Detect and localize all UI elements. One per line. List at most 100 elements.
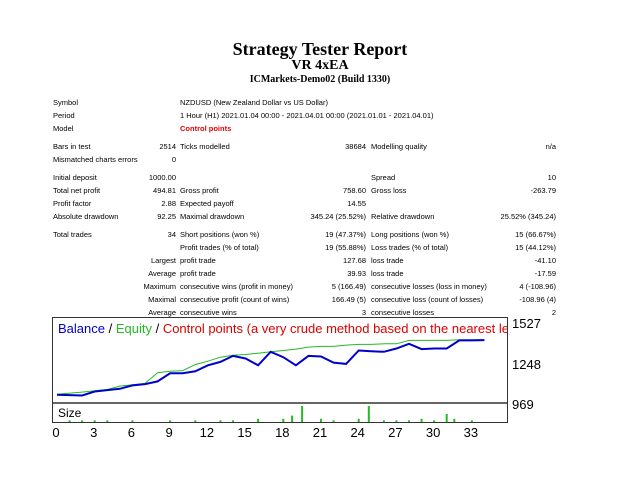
gross-profit-value: 758.60 (343, 186, 366, 195)
series-line-balance (56, 339, 485, 397)
size-bar (382, 420, 385, 422)
bars-label: Bars in test (53, 142, 91, 151)
size-bar (131, 420, 134, 422)
net-profit-value: 494.81 (153, 186, 176, 195)
size-bar (332, 420, 335, 422)
size-bar (106, 420, 109, 422)
size-bar (395, 420, 398, 422)
x-tick-label: 0 (52, 425, 60, 440)
maximal-label: Maximal (148, 295, 176, 304)
average-label: Average (148, 269, 176, 278)
maximal-drawdown-label: Maximal drawdown (180, 212, 245, 221)
size-bar (301, 406, 304, 422)
size-bar (169, 420, 172, 422)
total-trades-value: 34 (167, 230, 176, 239)
maximal-cons-loss-label: consecutive loss (count of losses) (371, 295, 484, 304)
max-cons-losses-label: consecutive losses (loss in money) (371, 282, 487, 291)
largest-profit-value: 127.68 (343, 256, 366, 265)
largest-profit-label: profit trade (180, 256, 216, 265)
net-profit-label: Total net profit (53, 186, 101, 195)
size-bar (420, 418, 423, 422)
size-bar (93, 420, 96, 422)
absolute-drawdown-label: Absolute drawdown (53, 212, 119, 221)
quality-value: n/a (545, 142, 556, 151)
chart-plot (53, 339, 507, 422)
model-label: Model (53, 124, 74, 133)
x-tick-label: 12 (199, 425, 215, 440)
x-tick-label: 9 (165, 425, 173, 440)
deposit-label: Initial deposit (53, 173, 97, 182)
max-cons-wins-value: 5 (166.49) (331, 282, 366, 291)
y-tick-label: 969 (512, 397, 534, 412)
maximum-label: Maximum (143, 282, 176, 291)
report-title: Strategy Tester Report (232, 39, 408, 59)
gross-loss-value: -263.79 (530, 186, 556, 195)
size-bar (357, 418, 360, 422)
largest-loss-label: loss trade (371, 256, 404, 265)
profit-factor-label: Profit factor (53, 199, 92, 208)
quality-label: Modelling quality (371, 142, 427, 151)
x-tick-label: 15 (237, 425, 252, 440)
deposit-value: 1000.00 (148, 173, 176, 182)
maximal-cons-profit-label: consecutive profit (count of wins) (180, 295, 290, 304)
x-tick-label: 30 (425, 425, 441, 440)
avg-cons-wins-value: 3 (361, 308, 366, 317)
size-bar (453, 418, 456, 422)
legend-control-points: Control points (a very crude method base… (162, 321, 508, 336)
relative-drawdown-label: Relative drawdown (371, 212, 435, 221)
size-bar (367, 406, 370, 422)
largest-loss-value: -41.10 (534, 256, 556, 265)
size-bar (433, 420, 436, 422)
x-tick-label: 24 (350, 425, 365, 440)
profit-trades-value: 19 (55.88%) (325, 243, 366, 252)
size-bar (81, 420, 84, 422)
y-tick-label: 1248 (512, 357, 541, 372)
long-positions-value: 15 (66.67%) (515, 230, 556, 239)
maximal-cons-loss-value: -108.96 (4) (519, 295, 556, 304)
report-server: ICMarkets-Demo02 (Build 1330) (249, 74, 391, 85)
size-bar (282, 418, 285, 422)
size-bar (291, 415, 294, 422)
legend-separator: / (104, 321, 116, 336)
total-trades-label: Total trades (53, 230, 92, 239)
maximal-drawdown-value: 345.24 (25.52%) (310, 212, 366, 221)
avg-cons-losses-label: consecutive losses (371, 308, 434, 317)
symbol-label: Symbol (53, 98, 79, 107)
loss-trades-value: 15 (44.12%) (515, 243, 556, 252)
chart-legend: Balance / Equity / Control points (a ver… (58, 321, 508, 336)
long-positions-label: Long positions (won %) (371, 230, 449, 239)
period-value: 1 Hour (H1) 2021.01.04 00:00 - 2021.04.0… (180, 111, 434, 120)
max-cons-losses-value: 4 (-108.96) (519, 282, 556, 291)
expected-payoff-value: 14.55 (347, 199, 366, 208)
expected-payoff-label: Expected payoff (180, 199, 234, 208)
average-loss-value: -17.59 (534, 269, 556, 278)
size-bar (445, 414, 448, 422)
average-loss-label: loss trade (371, 269, 404, 278)
spread-label: Spread (371, 173, 396, 182)
size-bar (219, 420, 222, 422)
size-bar (257, 418, 260, 422)
x-tick-label: 21 (312, 425, 328, 440)
gross-loss-label: Gross loss (371, 186, 407, 195)
mismatch-label: Mismatched charts errors (53, 155, 138, 164)
avg-cons-losses-value: 2 (551, 308, 556, 317)
loss-trades-label: Loss trades (% of total) (371, 243, 449, 252)
x-tick-label: 6 (127, 425, 135, 440)
gross-profit-label: Gross profit (180, 186, 219, 195)
size-bar (408, 420, 410, 422)
relative-drawdown-value: 25.52% (345.24) (500, 212, 556, 221)
symbol-value: NZDUSD (New Zealand Dollar vs US Dollar) (180, 98, 328, 107)
size-label: Size (58, 406, 82, 420)
maximal-cons-profit-value: 166.49 (5) (331, 295, 366, 304)
balance-chart: Balance / Equity / Control points (a ver… (52, 317, 508, 423)
legend-separator: / (151, 321, 163, 336)
spread-value: 10 (547, 173, 556, 182)
profit-trades-label: Profit trades (% of total) (180, 243, 259, 252)
profit-factor-value: 2.88 (161, 199, 176, 208)
y-tick-label: 1527 (512, 316, 541, 331)
mismatch-value: 0 (171, 155, 176, 164)
ticks-value: 38684 (345, 142, 366, 151)
model-value: Control points (180, 124, 232, 133)
average-profit-label: profit trade (180, 269, 216, 278)
average-cons-label: Average (148, 308, 176, 317)
